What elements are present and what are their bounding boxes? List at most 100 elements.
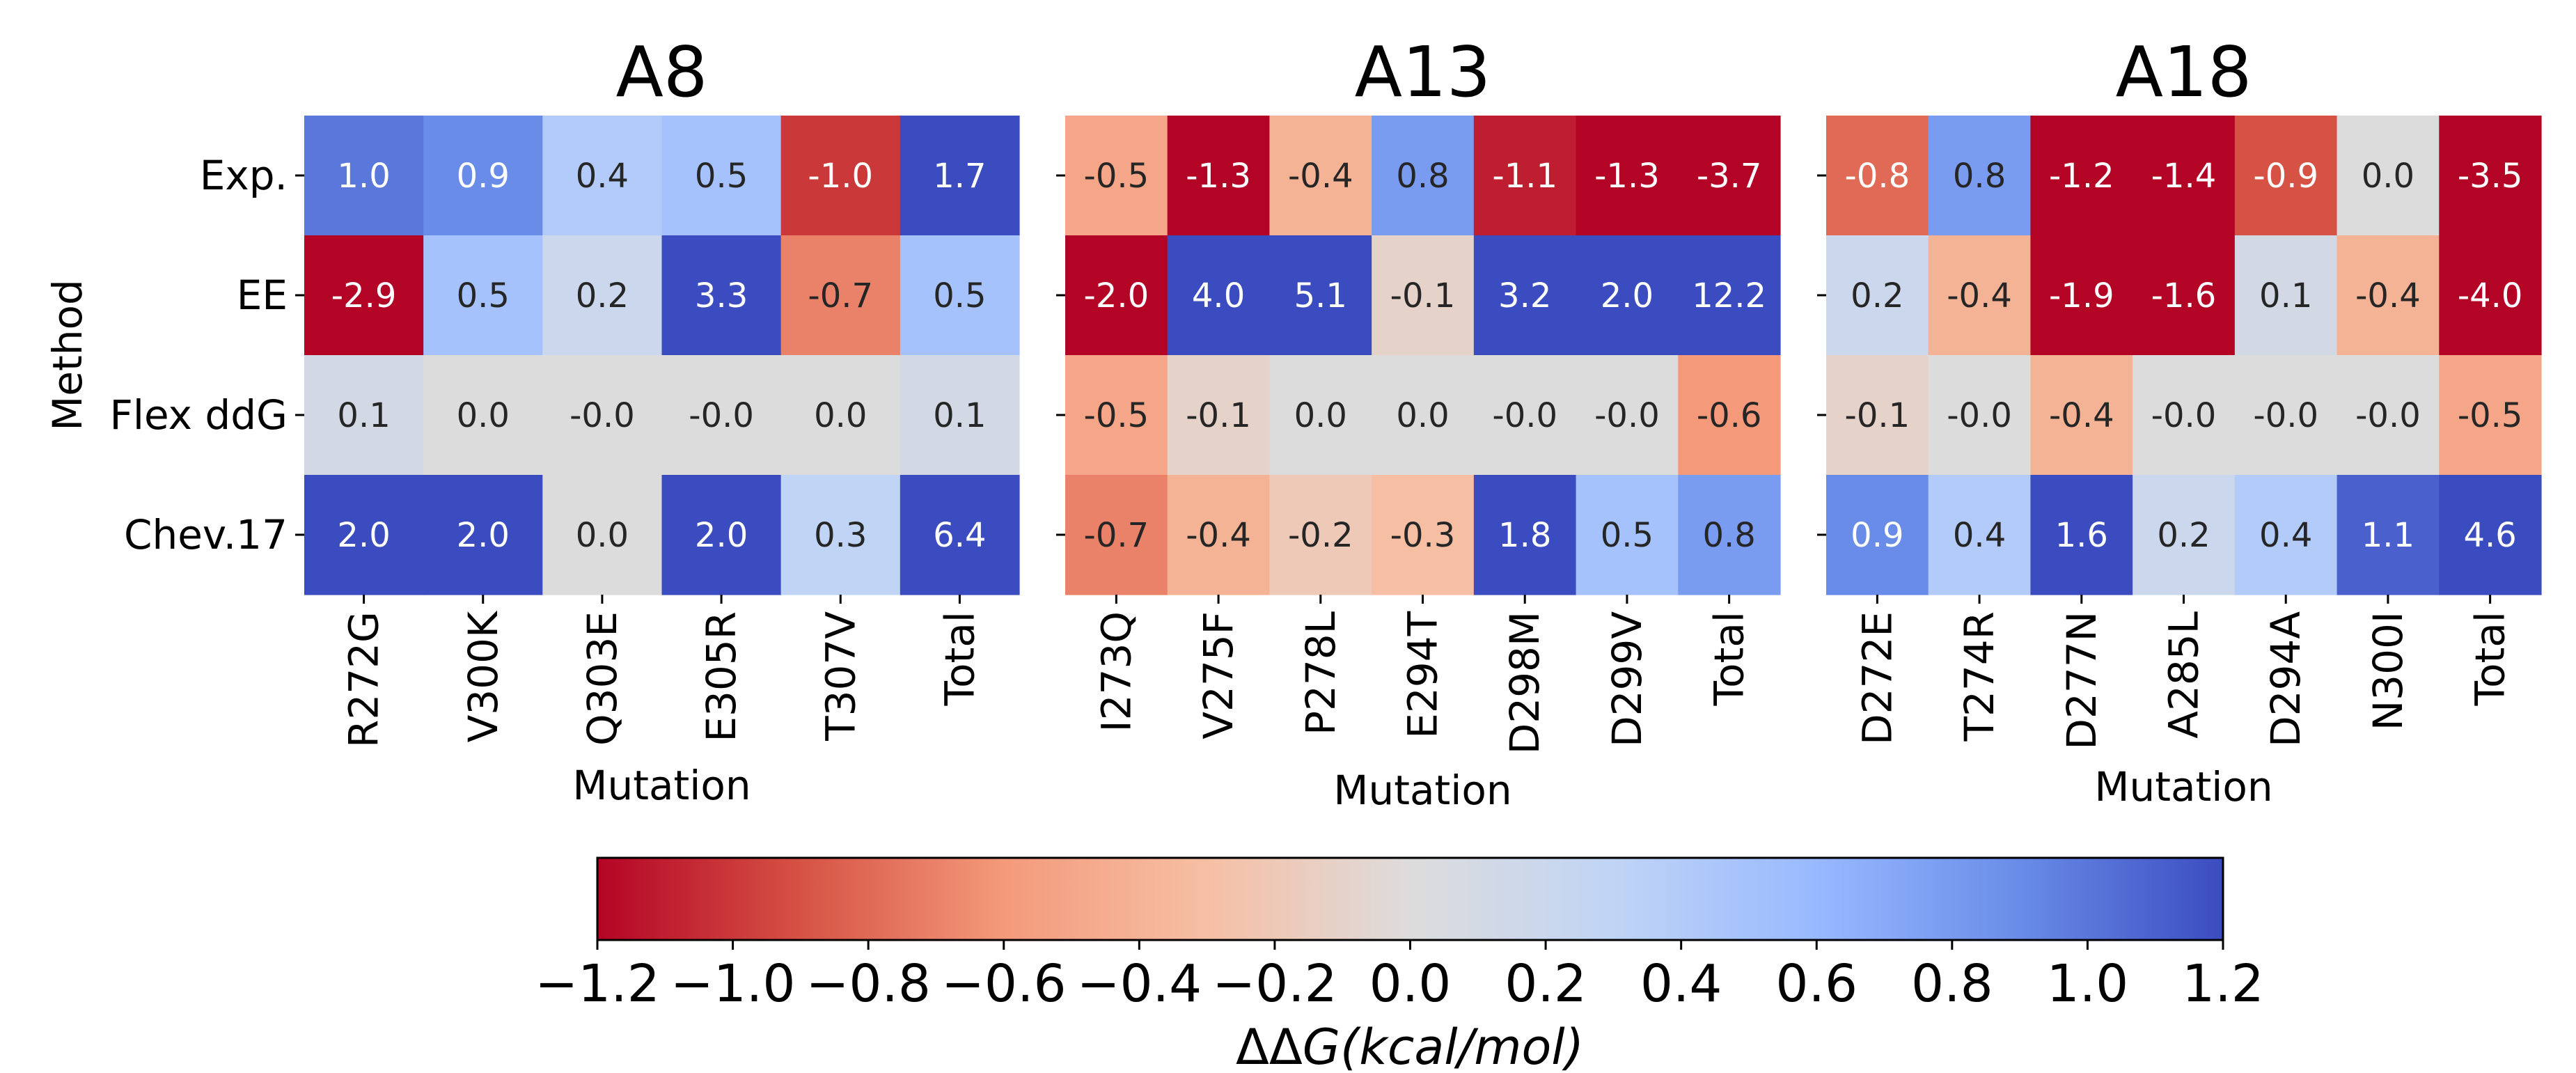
heatmap-cell [1928,475,2032,595]
column-tick-label: D299V [1603,611,1651,747]
column-tick-label: D272E [1853,611,1901,745]
cell-value-label: -0.4 [1288,157,1353,196]
column-tick-label: E305R [698,611,745,742]
row-tick-label: Chev.17 [124,511,288,558]
panel-title: A13 [1355,31,1491,113]
cell-value-label: 0.0 [1294,396,1347,435]
heatmap-cell [661,116,782,236]
cell-value-label: -0.0 [570,396,635,435]
column-tick-label: Total [1706,611,1753,706]
heatmap-cell [1269,475,1372,595]
column-tick-label: A285L [2160,611,2208,739]
cell-value-label: -1.2 [2049,157,2114,196]
cell-value-label: -0.7 [808,276,873,315]
cell-value-label: 0.2 [576,276,629,315]
cell-value-label: -0.2 [1288,516,1353,555]
cell-value-label: 0.4 [2259,516,2312,555]
heatmap-cell [2337,355,2440,476]
heatmap-cell [1269,116,1372,236]
heatmap-cell [1826,355,1929,476]
cell-value-label: 0.5 [457,276,510,315]
heatmap-cell [661,355,782,476]
cell-value-label: 0.0 [2362,157,2414,196]
cell-value-label: -1.3 [1186,157,1251,196]
cell-value-label: 2.0 [1601,276,1654,315]
cell-value-label: -0.5 [2458,396,2523,435]
colorbar-tick-label: 0.8 [1911,954,1993,1014]
heatmap-cell [1065,475,1168,595]
panel-title: A18 [2116,31,2252,113]
heatmap-cell [661,475,782,595]
cell-value-label: 0.8 [1953,157,2006,196]
cell-value-label: -0.4 [1186,516,1251,555]
panel-title: A8 [615,31,707,113]
cell-value-label: -0.6 [1697,396,1762,435]
heatmap-cell [2439,475,2542,595]
heatmap-cell [2234,475,2338,595]
cell-value-label: 2.0 [337,516,390,555]
heatmap-cell [2439,355,2542,476]
cell-value-label: -0.1 [1390,276,1456,315]
cell-value-label: 0.1 [933,396,986,435]
heatmap-cell [900,116,1020,236]
heatmap-cell [1167,116,1271,236]
heatmap-cell [1473,235,1577,356]
column-tick-label: R272G [340,611,388,748]
cell-value-label: 3.2 [1498,276,1551,315]
cell-value-label: -0.5 [1084,396,1149,435]
heatmap-cell [1473,475,1577,595]
cell-value-label: 5.1 [1294,276,1347,315]
heatmap-panels: A8 1.0 0.9 0.4 0.5 -1.0 1.7 -2.9 0.5 0.2 3.3 -0.7 0.… [44,31,2542,814]
column-tick-label: D277N [2058,611,2105,750]
column-tick-label: Q303E [579,611,626,746]
colorbar-tick-label: 0.0 [1369,954,1452,1014]
heatmap-cell [1372,475,1475,595]
heatmap-cell [542,355,663,476]
column-tick-label: Total [2467,611,2514,706]
cell-value-label: -0.0 [2151,396,2217,435]
cell-value-label: -0.4 [2355,276,2421,315]
heatmap-cell [1065,116,1168,236]
heatmap-panel-a8: A8 1.0 0.9 0.4 0.5 -1.0 1.7 -2.9 0.5 0.2 3.3 -0.7 0.… [44,31,1020,809]
cell-value-label: 1.7 [933,157,986,196]
row-tick-label: Flex ddG [110,391,288,439]
cell-value-label: 0.0 [1396,396,1449,435]
column-tick-label: E294T [1399,611,1447,738]
heatmap-cell [423,355,543,476]
cell-value-label: 0.9 [457,157,510,196]
heatmap-cell [304,475,424,595]
x-axis-label: Mutation [1333,767,1511,814]
heatmap-cell [1678,475,1781,595]
cell-value-label: 0.5 [933,276,986,315]
cell-value-label: -2.0 [1084,276,1149,315]
cell-value-label: -0.8 [1845,157,1910,196]
colorbar-tick-label: −0.4 [1076,954,1202,1014]
heatmap-cell [2439,235,2542,356]
cell-value-label: 12.2 [1692,276,1766,315]
heatmap-cell [304,235,424,356]
heatmap-cell [1065,355,1168,476]
colorbar-ticks: −1.2 −1.0 −0.8 −0.6 −0.4 −0.2 0.0 0.2 0.4 0.6 0.8 1… [535,940,2264,1014]
cell-value-label: -1.0 [808,157,873,196]
heatmap-cell [2439,116,2542,236]
cell-value-label: -0.0 [1492,396,1557,435]
heatmap-cell [1473,116,1577,236]
cell-value-label: -0.7 [1084,516,1149,555]
cell-value-label: 0.2 [2157,516,2210,555]
colorbar-tick-label: 1.2 [2182,954,2264,1014]
heatmap-cell [900,475,1020,595]
column-tick-label: D298M [1501,611,1548,754]
colorbar-tick-label: −1.2 [535,954,660,1014]
heatmap-cell [2133,355,2236,476]
row-tick-label: EE [237,272,288,319]
row-tick-label: Exp. [200,152,288,199]
cell-value-label: -0.1 [1186,396,1251,435]
cell-value-label: 4.6 [2463,516,2516,555]
heatmap-cell [1576,475,1679,595]
heatmap-cell [1826,235,1929,356]
cell-value-label: -4.0 [2458,276,2523,315]
cell-value-label: -0.0 [2355,396,2421,435]
heatmap-cell [2234,355,2338,476]
cell-value-label: -0.0 [1947,396,2012,435]
cell-value-label: 2.0 [695,516,748,555]
